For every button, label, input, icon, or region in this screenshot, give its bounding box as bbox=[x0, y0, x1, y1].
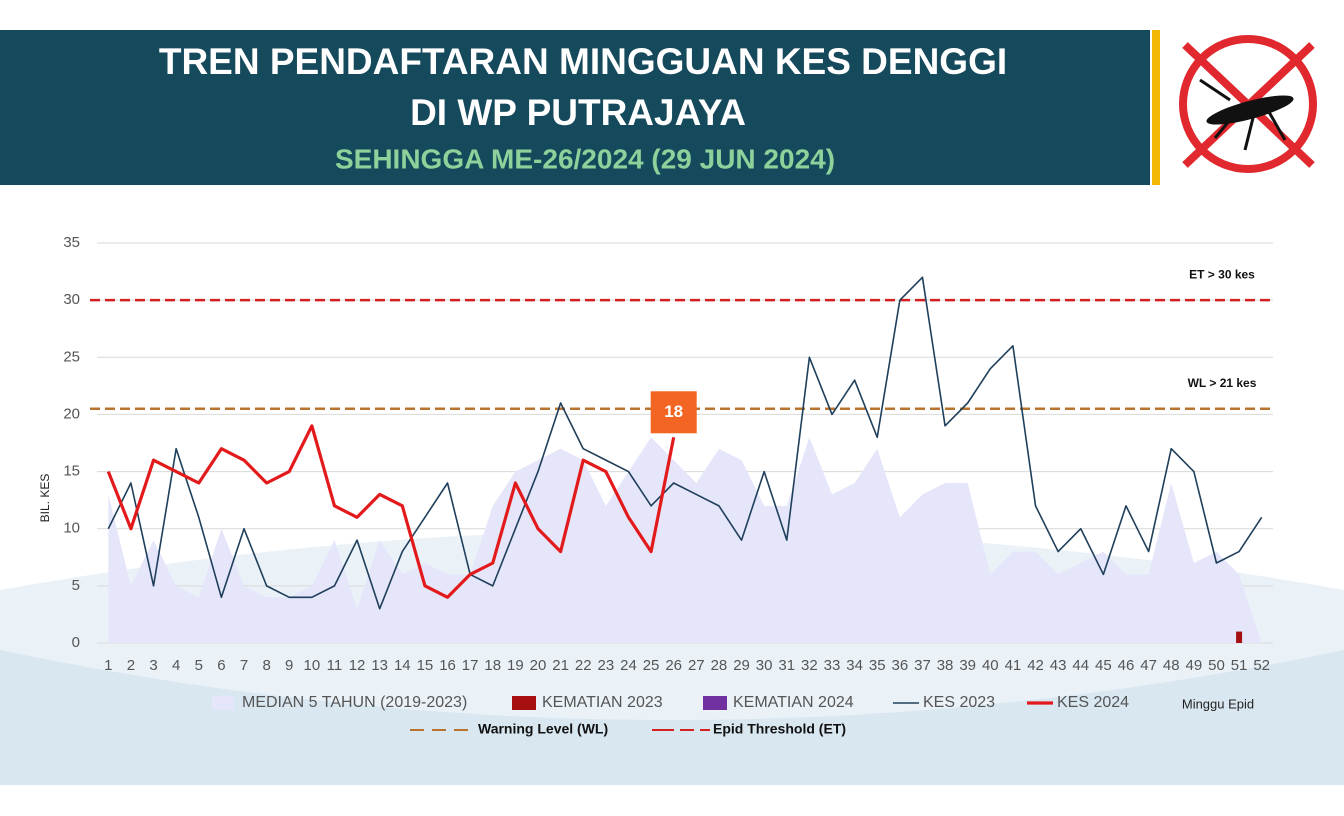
threshold-annotation: ET > 30 kes bbox=[1189, 267, 1255, 281]
x-tick-label: 52 bbox=[1253, 657, 1270, 674]
median-area bbox=[108, 437, 1262, 643]
value-label-box bbox=[650, 391, 697, 434]
cases-line bbox=[106, 424, 676, 599]
x-tick-label: 24 bbox=[620, 657, 637, 674]
x-axis-label: Minggu Epid bbox=[1182, 696, 1254, 711]
x-tick-label: 30 bbox=[756, 657, 773, 674]
logo bbox=[1179, 35, 1317, 173]
header-band bbox=[0, 30, 1150, 185]
x-tick-label: 15 bbox=[417, 657, 434, 674]
legend-swatch bbox=[703, 696, 727, 710]
death-bar bbox=[1236, 631, 1243, 643]
x-tick-label: 28 bbox=[711, 657, 728, 674]
x-tick-label: 1 bbox=[104, 657, 112, 674]
legend-label: MEDIAN 5 TAHUN (2019-2023) bbox=[242, 694, 467, 711]
x-tick-label: 14 bbox=[394, 657, 411, 674]
x-tick-label: 51 bbox=[1231, 657, 1248, 674]
x-tick-label: 48 bbox=[1163, 657, 1180, 674]
x-tick-label: 2 bbox=[127, 657, 135, 674]
x-tick-label: 39 bbox=[959, 657, 976, 674]
legend-label: Epid Threshold (ET) bbox=[713, 721, 846, 737]
threshold-annotation: WL > 21 kes bbox=[1188, 376, 1257, 390]
title-line: TREN PENDAFTARAN MINGGUAN KES DENGGI bbox=[159, 41, 1007, 82]
x-tick-label: 18 bbox=[484, 657, 501, 674]
legend-swatch bbox=[212, 696, 234, 710]
legend-label: KEMATIAN 2023 bbox=[542, 694, 663, 711]
x-tick-label: 25 bbox=[643, 657, 660, 674]
x-tick-label: 33 bbox=[824, 657, 841, 674]
x-tick-label: 45 bbox=[1095, 657, 1112, 674]
x-tick-label: 7 bbox=[240, 657, 248, 674]
y-tick-label: 15 bbox=[63, 463, 80, 480]
header-stripe bbox=[1152, 30, 1160, 185]
x-tick-label: 34 bbox=[846, 657, 863, 674]
y-tick-label: 10 bbox=[63, 520, 80, 537]
x-tick-label: 11 bbox=[327, 657, 343, 674]
x-tick-label: 16 bbox=[439, 657, 456, 674]
y-tick-label: 0 bbox=[72, 634, 80, 651]
x-tick-label: 26 bbox=[665, 657, 682, 674]
x-tick-label: 31 bbox=[778, 657, 795, 674]
x-tick-label: 13 bbox=[371, 657, 388, 674]
x-tick-label: 47 bbox=[1140, 657, 1157, 674]
x-tick-label: 20 bbox=[530, 657, 547, 674]
x-tick-label: 50 bbox=[1208, 657, 1225, 674]
legend-label: KES 2023 bbox=[923, 694, 995, 711]
x-tick-label: 32 bbox=[801, 657, 818, 674]
legend-label: KES 2024 bbox=[1057, 694, 1129, 711]
subtitle: SEHINGGA ME-26/2024 (29 JUN 2024) bbox=[335, 143, 835, 174]
x-tick-label: 12 bbox=[349, 657, 366, 674]
legend-label: KEMATIAN 2024 bbox=[733, 694, 854, 711]
value-label: 18 bbox=[664, 402, 683, 421]
x-tick-label: 44 bbox=[1072, 657, 1089, 674]
x-tick-label: 19 bbox=[507, 657, 524, 674]
bg-wave-2 bbox=[0, 650, 1344, 785]
x-tick-label: 22 bbox=[575, 657, 592, 674]
x-tick-label: 3 bbox=[149, 657, 157, 674]
x-tick-label: 27 bbox=[688, 657, 705, 674]
x-tick-label: 5 bbox=[195, 657, 203, 674]
title-line: DI WP PUTRAJAYA bbox=[410, 92, 746, 133]
x-tick-label: 23 bbox=[598, 657, 615, 674]
x-tick-label: 49 bbox=[1186, 657, 1203, 674]
y-tick-label: 35 bbox=[63, 234, 80, 251]
legend-swatch bbox=[512, 696, 536, 710]
x-tick-label: 17 bbox=[462, 657, 479, 674]
cases-line bbox=[107, 276, 1263, 610]
y-tick-label: 30 bbox=[63, 291, 80, 308]
y-tick-label: 25 bbox=[63, 348, 80, 365]
x-tick-label: 46 bbox=[1118, 657, 1135, 674]
bg-bottom bbox=[0, 785, 1344, 816]
legend-label: Warning Level (WL) bbox=[478, 721, 608, 737]
x-tick-label: 38 bbox=[937, 657, 954, 674]
x-tick-label: 40 bbox=[982, 657, 999, 674]
y-tick-label: 5 bbox=[72, 577, 80, 594]
x-tick-label: 37 bbox=[914, 657, 931, 674]
x-tick-label: 41 bbox=[1005, 657, 1022, 674]
x-tick-label: 21 bbox=[552, 657, 569, 674]
y-tick-label: 20 bbox=[63, 405, 80, 422]
x-tick-label: 43 bbox=[1050, 657, 1067, 674]
x-tick-label: 10 bbox=[304, 657, 321, 674]
y-axis-label: BIL. KES bbox=[38, 474, 52, 523]
x-tick-label: 8 bbox=[262, 657, 270, 674]
x-tick-label: 35 bbox=[869, 657, 886, 674]
x-tick-label: 42 bbox=[1027, 657, 1044, 674]
x-tick-label: 4 bbox=[172, 657, 180, 674]
x-tick-label: 36 bbox=[892, 657, 909, 674]
x-tick-label: 29 bbox=[733, 657, 750, 674]
x-tick-label: 6 bbox=[217, 657, 225, 674]
x-tick-label: 9 bbox=[285, 657, 293, 674]
